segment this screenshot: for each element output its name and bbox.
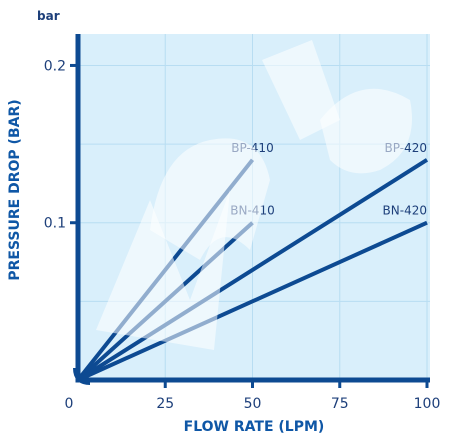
y-tick-label: 0.1 bbox=[44, 216, 66, 232]
x-tick-label: 100 bbox=[414, 396, 441, 412]
x-tick-label: 0 bbox=[65, 396, 74, 412]
series-label-bn-420: BN-420 bbox=[383, 204, 427, 218]
axis-ticks: 0.1 0.2 0 25 50 75 100 bbox=[44, 58, 441, 412]
series-line-bn-420 bbox=[77, 220, 428, 382]
watermark bbox=[96, 40, 412, 350]
y-axis-title: PRESSURE DROP (BAR) bbox=[7, 99, 23, 280]
x-tick-label: 75 bbox=[331, 396, 349, 412]
x-axis-title: FLOW RATE (LPM) bbox=[184, 419, 325, 435]
y-unit-label: bar bbox=[37, 9, 60, 23]
series-line-bp-420 bbox=[76, 158, 429, 382]
y-tick-label: 0.2 bbox=[44, 58, 66, 74]
x-tick-label: 25 bbox=[156, 396, 174, 412]
axis-corner bbox=[73, 367, 91, 385]
x-tick-label: 50 bbox=[244, 396, 262, 412]
